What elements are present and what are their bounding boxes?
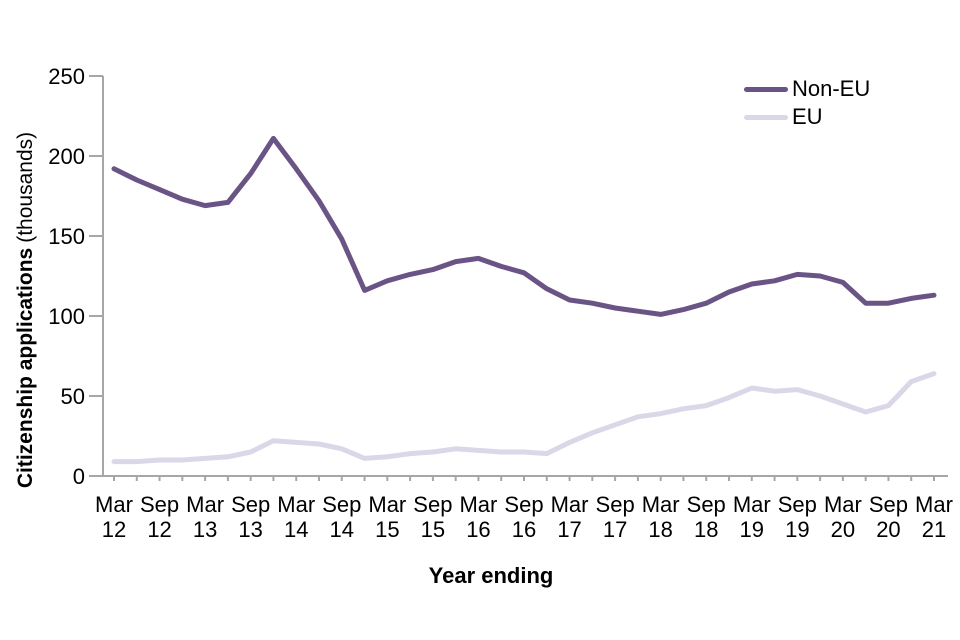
x-tick-label-year: 14 bbox=[284, 517, 308, 542]
y-tick-label: 0 bbox=[73, 464, 85, 489]
x-tick-label-month: Sep bbox=[322, 492, 361, 517]
y-tick-label: 100 bbox=[48, 304, 85, 329]
x-tick-label-year: 12 bbox=[147, 517, 171, 542]
x-tick-label-month: Mar bbox=[824, 492, 862, 517]
x-tick-label-year: 18 bbox=[694, 517, 718, 542]
legend-label-non-eu: Non-EU bbox=[792, 76, 871, 101]
x-tick-label-year: 17 bbox=[603, 517, 627, 542]
y-axis-title: Citizenship applications (thousands) bbox=[14, 132, 38, 488]
x-tick-label-month: Sep bbox=[504, 492, 543, 517]
x-tick-label-year: 14 bbox=[330, 517, 354, 542]
legend-swatch-non-eu-icon bbox=[744, 86, 788, 92]
x-tick-label-year: 21 bbox=[922, 517, 946, 542]
legend-item-eu: EU bbox=[744, 103, 870, 131]
x-tick-label-month: Mar bbox=[642, 492, 680, 517]
x-tick-label-month: Mar bbox=[733, 492, 771, 517]
x-tick-label-year: 20 bbox=[831, 517, 855, 542]
legend-item-non-eu: Non-EU bbox=[744, 75, 870, 103]
x-tick-label-month: Sep bbox=[869, 492, 908, 517]
legend-label-eu: EU bbox=[792, 104, 823, 129]
x-tick-label-year: 16 bbox=[466, 517, 490, 542]
x-tick-label-year: 19 bbox=[740, 517, 764, 542]
x-tick-label-month: Sep bbox=[778, 492, 817, 517]
y-tick-label: 250 bbox=[48, 64, 85, 89]
x-tick-label-month: Mar bbox=[915, 492, 953, 517]
x-tick-label-month: Mar bbox=[95, 492, 133, 517]
x-tick-label-year: 12 bbox=[102, 517, 126, 542]
y-axis-title-unit: (thousands) bbox=[14, 131, 37, 243]
x-tick-label-month: Sep bbox=[231, 492, 270, 517]
series-line-eu bbox=[111, 371, 937, 465]
x-tick-label-year: 16 bbox=[512, 517, 536, 542]
x-tick-label-year: 17 bbox=[557, 517, 581, 542]
x-tick-label-year: 20 bbox=[876, 517, 900, 542]
y-tick-label: 50 bbox=[61, 384, 85, 409]
x-tick-label-year: 18 bbox=[648, 517, 672, 542]
x-tick-label-year: 15 bbox=[421, 517, 445, 542]
x-tick-label-month: Sep bbox=[140, 492, 179, 517]
x-tick-label-month: Mar bbox=[277, 492, 315, 517]
x-tick-label-month: Mar bbox=[186, 492, 224, 517]
x-tick-label-year: 13 bbox=[193, 517, 217, 542]
x-tick-label-year: 19 bbox=[785, 517, 809, 542]
legend-swatch-eu-icon bbox=[744, 114, 788, 120]
y-tick-label: 200 bbox=[48, 144, 85, 169]
legend: Non-EU EU bbox=[744, 75, 870, 131]
series-line-non-eu bbox=[111, 135, 937, 317]
x-tick-label-month: Mar bbox=[551, 492, 589, 517]
x-tick-label-month: Sep bbox=[413, 492, 452, 517]
x-tick-label-month: Mar bbox=[459, 492, 497, 517]
y-axis-title-main: Citizenship applications bbox=[14, 247, 37, 489]
x-tick-label-month: Sep bbox=[687, 492, 726, 517]
x-axis-title: Year ending bbox=[428, 563, 554, 588]
y-tick-label: 150 bbox=[48, 224, 85, 249]
x-tick-label-month: Mar bbox=[368, 492, 406, 517]
x-tick-label-year: 15 bbox=[375, 517, 399, 542]
x-tick-label-year: 13 bbox=[238, 517, 262, 542]
x-tick-label-month: Sep bbox=[596, 492, 635, 517]
